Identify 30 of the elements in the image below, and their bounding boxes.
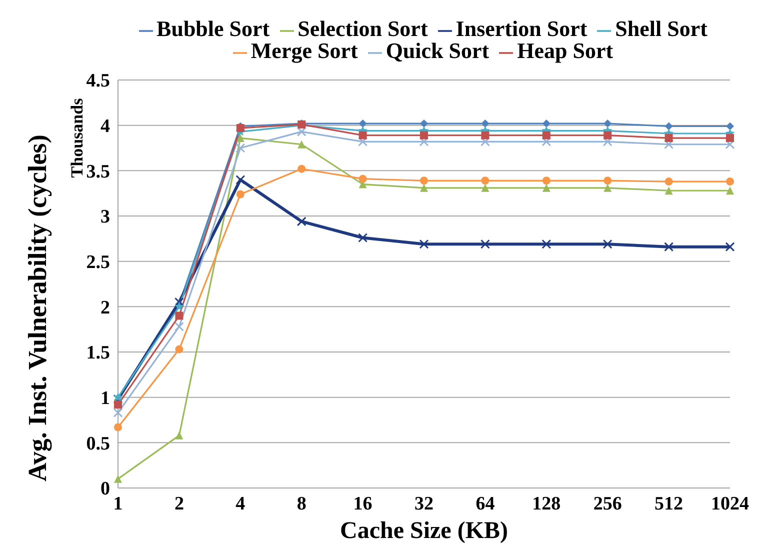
x-tick-label: 64 [476, 493, 496, 514]
y-tick-label: 4 [100, 116, 110, 138]
x-tick-label: 512 [654, 493, 684, 514]
x-tick-label: 8 [296, 493, 306, 514]
legend-label: Selection Sort [298, 16, 428, 41]
legend-label: Shell Sort [615, 16, 708, 41]
legend-label: Heap Sort [517, 38, 614, 63]
x-tick-label: 128 [532, 493, 561, 514]
x-tick-label: 2 [174, 493, 184, 514]
x-tick-label: 4 [236, 493, 246, 514]
y-tick-label: 0 [100, 478, 110, 500]
y-tick-label: 3.5 [86, 161, 110, 182]
y-tick-label: 2.5 [86, 252, 110, 274]
y-axis-title: Avg. Inst. Vulnerability (cycles) [23, 134, 52, 484]
x-tick-label: 32 [414, 493, 434, 514]
text: Thousands [68, 98, 87, 178]
y-tick-label: 2 [100, 297, 110, 318]
y-tick-label: 4.5 [86, 70, 110, 92]
x-tick-label: 256 [593, 493, 622, 514]
legend-label: Insertion Sort [456, 16, 588, 41]
x-tick-label: 16 [353, 493, 372, 514]
legend-label: Quick Sort [386, 38, 490, 63]
y-tick-label: 1 [100, 388, 110, 410]
y-tick-label: 3 [100, 206, 110, 228]
y-tick-label: 1.5 [86, 342, 110, 364]
legend-label: Merge Sort [250, 38, 358, 63]
legend-label: Bubble Sort [156, 16, 270, 41]
x-axis-title: Cache Size (KB) [340, 518, 508, 544]
x-tick-label: 1024 [711, 493, 750, 514]
y-tick-label: 0.5 [86, 433, 110, 454]
